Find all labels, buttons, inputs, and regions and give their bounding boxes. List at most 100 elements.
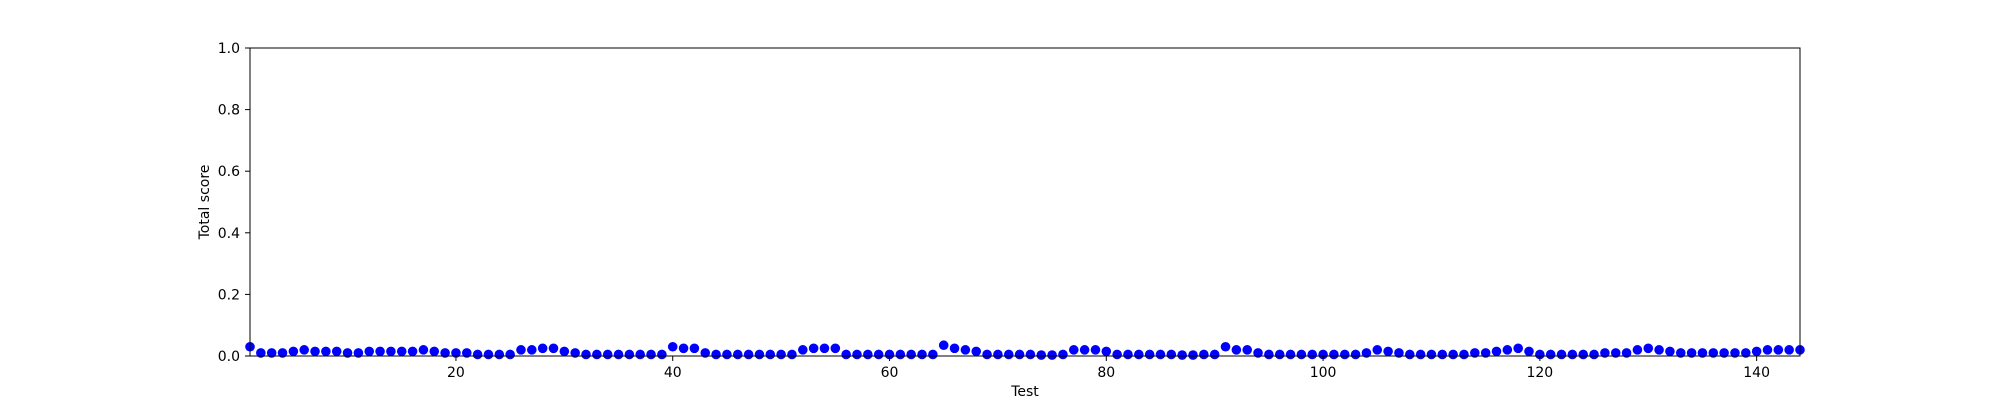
data-point	[1014, 349, 1025, 360]
data-point	[678, 343, 689, 354]
data-point	[873, 349, 884, 360]
data-point	[949, 343, 960, 354]
data-point	[657, 349, 667, 360]
data-point	[722, 349, 732, 360]
data-point	[494, 349, 505, 360]
data-point	[1329, 349, 1339, 360]
data-point	[1751, 346, 1762, 357]
data-point	[624, 349, 635, 360]
data-point	[1199, 349, 1209, 360]
x-axis-ticks: 20 40 60 80 100 120 140	[447, 356, 1770, 381]
data-point	[1610, 348, 1621, 358]
data-point	[1350, 349, 1361, 360]
data-point	[1632, 345, 1643, 355]
data-point	[1318, 349, 1328, 360]
data-point	[1209, 349, 1220, 360]
x-tick-label: 100	[1310, 365, 1337, 381]
data-point	[386, 346, 396, 357]
data-point	[505, 349, 515, 360]
data-point	[982, 349, 992, 360]
data-point	[1242, 345, 1253, 355]
data-point	[1144, 349, 1155, 360]
data-point	[1719, 348, 1729, 358]
data-point	[299, 345, 309, 355]
data-point	[732, 349, 743, 360]
data-point	[1621, 348, 1632, 358]
y-tick-label: 0.6	[218, 164, 240, 180]
data-point	[1123, 349, 1133, 360]
data-point	[928, 349, 938, 360]
data-point	[1654, 345, 1664, 355]
x-tick-label: 80	[1097, 365, 1115, 381]
data-point	[1578, 349, 1589, 360]
data-point	[700, 348, 711, 358]
data-point	[396, 346, 407, 357]
data-point	[451, 348, 461, 358]
data-point	[1665, 346, 1675, 357]
data-point	[765, 349, 776, 360]
data-point	[592, 349, 602, 360]
data-point	[884, 349, 895, 360]
data-point	[1285, 349, 1296, 360]
data-point	[1600, 348, 1610, 358]
data-point	[1134, 349, 1144, 360]
plot-frame	[249, 47, 1801, 357]
data-point	[407, 346, 418, 357]
data-point	[277, 348, 288, 358]
data-point	[1372, 345, 1383, 355]
data-point	[635, 349, 646, 360]
data-point	[1589, 349, 1599, 360]
data-point	[819, 343, 830, 354]
data-point	[1068, 345, 1079, 355]
data-point	[1383, 346, 1393, 357]
data-point	[1491, 346, 1502, 357]
data-point	[1459, 349, 1469, 360]
data-point	[1773, 345, 1784, 355]
data-point	[1741, 348, 1751, 358]
data-point	[1502, 345, 1513, 355]
data-point	[646, 349, 656, 360]
data-point	[1296, 349, 1307, 360]
data-point	[342, 348, 353, 358]
data-point	[1047, 350, 1057, 360]
data-point	[581, 349, 591, 360]
data-point	[895, 349, 906, 360]
data-point	[1480, 348, 1491, 358]
data-point	[1535, 349, 1545, 360]
data-point	[1058, 349, 1068, 360]
data-point	[808, 343, 819, 354]
data-point	[1556, 349, 1567, 360]
data-point	[776, 349, 786, 360]
data-point	[938, 340, 949, 351]
data-point	[1264, 349, 1274, 360]
data-point	[1697, 348, 1708, 358]
data-point	[863, 349, 873, 360]
data-point	[993, 349, 1003, 360]
data-point	[1307, 349, 1318, 360]
data-point	[429, 346, 440, 357]
data-point	[689, 343, 700, 354]
data-point	[1784, 345, 1794, 355]
data-point	[1675, 348, 1686, 358]
data-point	[917, 349, 927, 360]
x-tick-label: 60	[881, 365, 899, 381]
data-point	[1448, 349, 1458, 360]
data-point	[1426, 349, 1437, 360]
data-point	[1079, 345, 1090, 355]
x-axis-label: Test	[1010, 384, 1039, 400]
data-point	[1567, 349, 1578, 360]
data-point	[1025, 349, 1036, 360]
data-point	[461, 348, 472, 358]
data-point	[1686, 348, 1697, 358]
data-point	[1090, 345, 1101, 355]
data-point	[1166, 349, 1177, 360]
data-points	[245, 340, 1805, 360]
data-point	[830, 343, 841, 354]
data-point	[1339, 349, 1350, 360]
data-point	[960, 345, 971, 355]
y-tick-label: 1.0	[218, 41, 240, 57]
data-point	[711, 349, 721, 360]
x-tick-label: 120	[1526, 365, 1553, 381]
